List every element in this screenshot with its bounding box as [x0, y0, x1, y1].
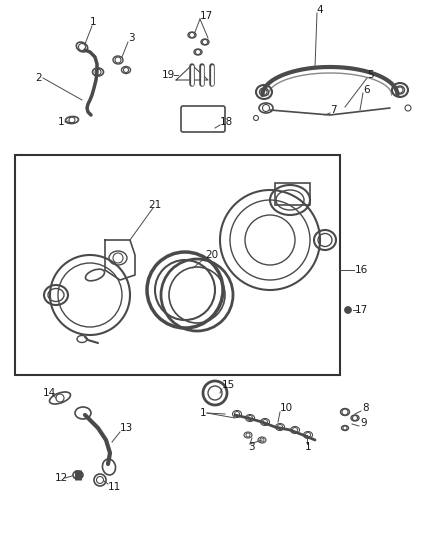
Text: 1: 1 — [200, 408, 207, 418]
Text: 5: 5 — [367, 70, 374, 80]
Text: 21: 21 — [148, 200, 161, 210]
Text: 1: 1 — [58, 117, 65, 127]
Bar — [275, 183, 310, 205]
Text: 1: 1 — [305, 442, 311, 452]
Text: 15: 15 — [222, 380, 235, 390]
Text: 18: 18 — [220, 117, 233, 127]
Text: 4: 4 — [316, 5, 323, 15]
Bar — [15, 155, 340, 375]
Text: 7: 7 — [330, 105, 337, 115]
Text: 19: 19 — [162, 70, 175, 80]
Text: 14: 14 — [43, 388, 56, 398]
Text: 2: 2 — [35, 73, 42, 83]
Text: 16: 16 — [355, 265, 368, 275]
Text: 13: 13 — [120, 423, 133, 433]
Text: 10: 10 — [280, 403, 293, 413]
Text: 6: 6 — [363, 85, 370, 95]
Circle shape — [345, 306, 352, 313]
Text: 3: 3 — [128, 33, 134, 43]
Text: 8: 8 — [362, 403, 369, 413]
Text: 12: 12 — [55, 473, 68, 483]
Text: 17: 17 — [200, 11, 213, 21]
Text: 3: 3 — [248, 442, 254, 452]
Text: 20: 20 — [205, 250, 218, 260]
Text: 11: 11 — [108, 482, 121, 492]
Text: 17: 17 — [355, 305, 368, 315]
Text: 1: 1 — [90, 17, 97, 27]
Text: 9: 9 — [360, 418, 367, 428]
